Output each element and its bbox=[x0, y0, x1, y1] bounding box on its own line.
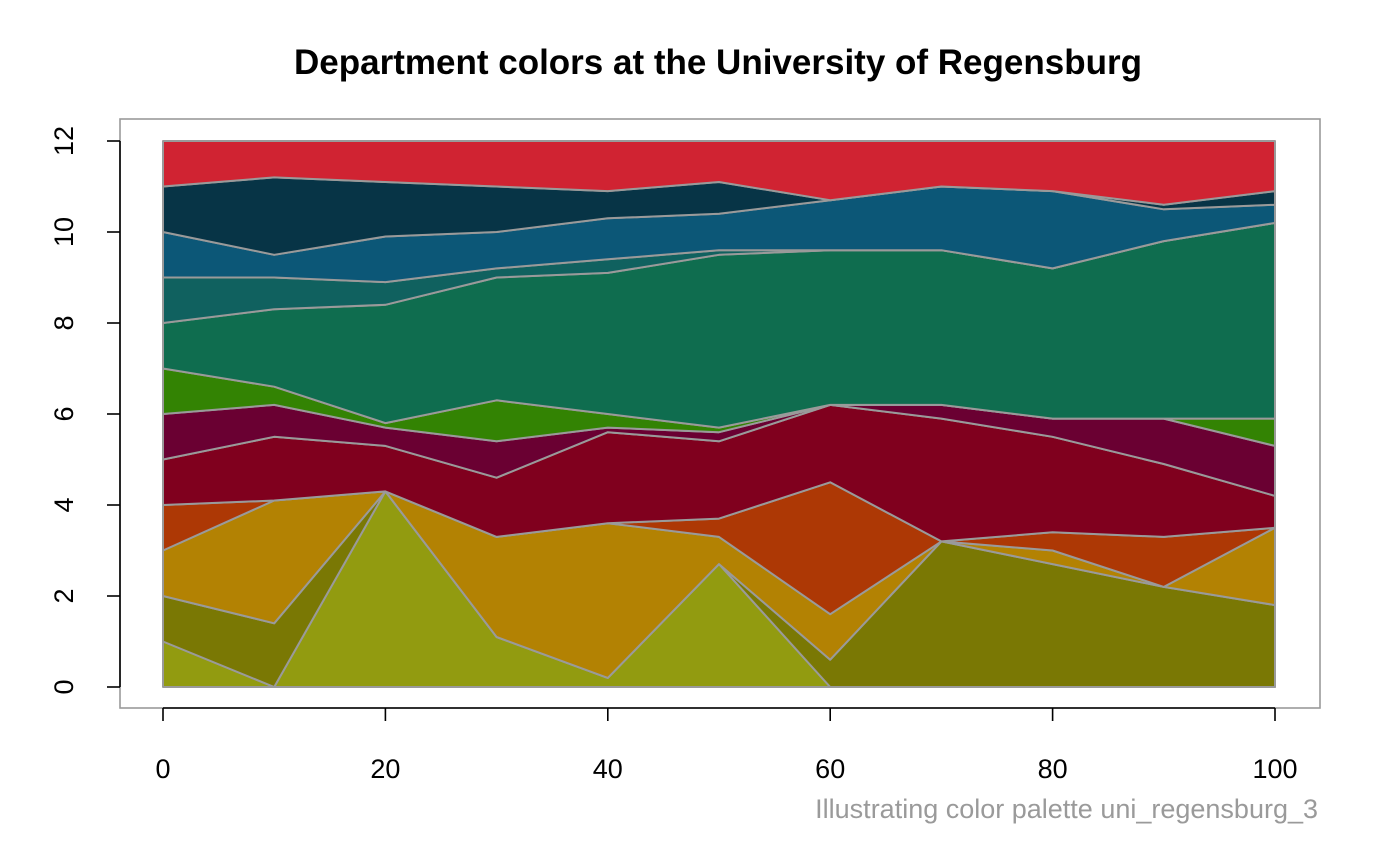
chart-title: Department colors at the University of R… bbox=[294, 43, 1142, 82]
x-tick-label: 40 bbox=[593, 754, 623, 784]
y-tick-label: 12 bbox=[49, 126, 79, 156]
x-tick-label: 20 bbox=[370, 754, 400, 784]
y-tick-label: 4 bbox=[49, 497, 79, 512]
y-tick-label: 6 bbox=[49, 406, 79, 421]
x-tick-label: 80 bbox=[1038, 754, 1068, 784]
chart-caption: Illustrating color palette uni_regensbur… bbox=[815, 794, 1318, 824]
area-band-12 bbox=[162, 140, 1276, 206]
y-tick-label: 10 bbox=[49, 217, 79, 247]
x-tick-label: 100 bbox=[1252, 754, 1297, 784]
y-axis: 0 2 4 6 8 10 12 bbox=[49, 126, 121, 695]
x-axis: 0 20 40 60 80 100 bbox=[155, 707, 1298, 784]
y-tick-label: 2 bbox=[49, 588, 79, 603]
x-tick-label: 60 bbox=[815, 754, 845, 784]
y-tick-label: 0 bbox=[49, 679, 79, 694]
stacked-areas bbox=[162, 140, 1276, 688]
y-tick-label: 8 bbox=[49, 315, 79, 330]
x-tick-label: 0 bbox=[155, 754, 170, 784]
